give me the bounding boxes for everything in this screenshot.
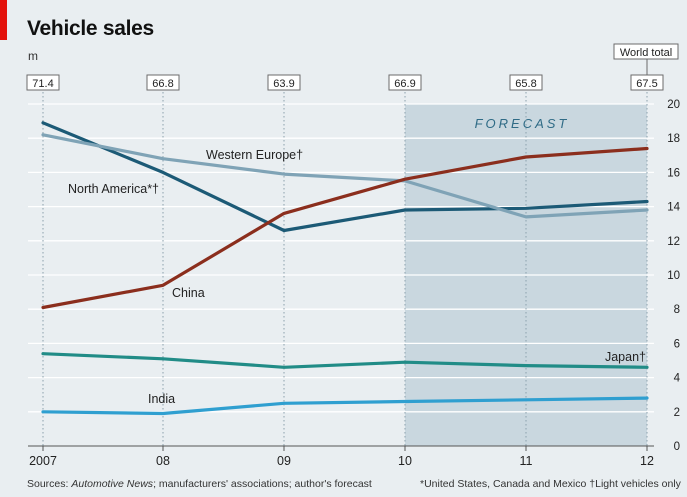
chart-title: Vehicle sales xyxy=(27,17,154,40)
sources-italic: Automotive News xyxy=(71,478,154,490)
y-tick-label: 20 xyxy=(667,99,680,111)
unit-label: m xyxy=(28,49,38,63)
sources-rest: ; manufacturers' associations; author's … xyxy=(153,478,372,490)
y-tick-label: 18 xyxy=(667,133,680,145)
series-label: China xyxy=(172,286,205,300)
series-label: Western Europe† xyxy=(206,148,303,162)
x-tick-label: 10 xyxy=(398,454,412,468)
y-tick-label: 8 xyxy=(674,304,680,316)
world-total-box xyxy=(388,74,422,91)
world-total-box xyxy=(267,74,301,91)
y-tick-label: 16 xyxy=(667,167,680,179)
world-total-value: 71.4 xyxy=(32,78,53,90)
y-tick-label: 10 xyxy=(667,270,680,282)
world-total-value: 66.8 xyxy=(152,78,173,90)
world-total-value: 63.9 xyxy=(273,78,294,90)
world-total-box xyxy=(146,74,180,91)
x-tick-label: 11 xyxy=(520,454,533,468)
x-tick-label: 09 xyxy=(277,454,291,468)
brand-accent-bar xyxy=(0,0,7,40)
y-tick-label: 14 xyxy=(667,202,680,214)
world-total-box xyxy=(26,74,60,91)
series-line xyxy=(41,121,649,233)
x-tick-label: 08 xyxy=(156,454,170,468)
world-total-callout-label: World total xyxy=(620,47,672,59)
series-line xyxy=(41,396,649,416)
y-tick-label: 6 xyxy=(674,338,680,350)
footnotes: *United States, Canada and Mexico †Light… xyxy=(420,478,681,490)
forecast-label: FORECAST xyxy=(475,116,570,131)
world-total-value: 65.8 xyxy=(515,78,536,90)
y-tick-label: 0 xyxy=(674,441,680,453)
series-line xyxy=(41,146,649,310)
sources-note: Sources: Automotive News; manufacturers'… xyxy=(27,478,372,490)
x-tick-label: 12 xyxy=(640,454,654,468)
series-label: India xyxy=(148,392,175,406)
world-total-box xyxy=(509,74,543,91)
world-total-callout xyxy=(613,43,679,60)
y-tick-label: 12 xyxy=(667,236,680,248)
world-total-value: 67.5 xyxy=(636,78,657,90)
x-tick-label: 2007 xyxy=(29,454,57,468)
world-total-value: 66.9 xyxy=(394,78,415,90)
sources-prefix: Sources: xyxy=(27,478,72,490)
y-tick-label: 2 xyxy=(674,407,680,419)
series-line xyxy=(41,352,649,369)
y-tick-label: 4 xyxy=(674,373,681,385)
series-label: Japan† xyxy=(605,350,646,364)
series-line xyxy=(41,133,649,219)
series-label: North America*† xyxy=(68,182,159,196)
